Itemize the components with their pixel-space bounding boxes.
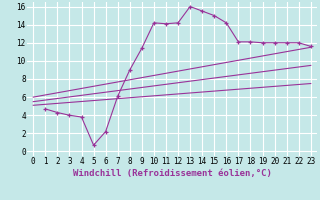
X-axis label: Windchill (Refroidissement éolien,°C): Windchill (Refroidissement éolien,°C)	[73, 169, 271, 178]
